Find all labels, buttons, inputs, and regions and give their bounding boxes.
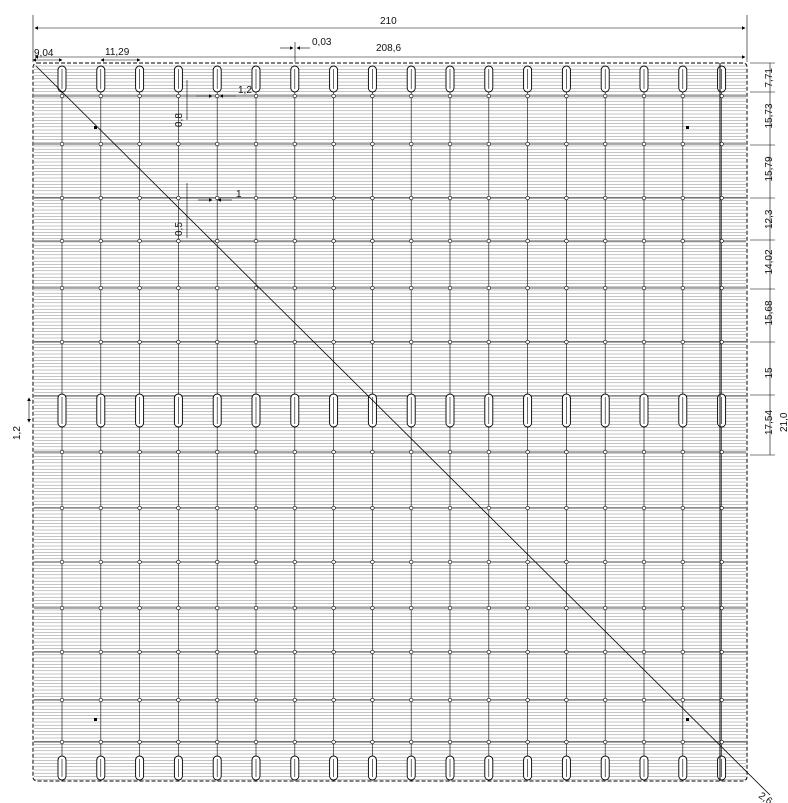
svg-text:0,5: 0,5 (174, 222, 185, 236)
right-dimension-label: 12,3 (764, 209, 775, 229)
slot (251, 65, 261, 93)
slot (290, 65, 300, 93)
slot (484, 393, 494, 428)
right-dimension-label: 15,79 (764, 156, 775, 181)
slot (329, 755, 339, 781)
dimension-pitch: 11,29 (100, 47, 141, 62)
slot (367, 393, 377, 428)
slot (251, 393, 261, 428)
svg-text:1,2: 1,2 (12, 426, 23, 440)
slot-row (57, 65, 727, 781)
slot (367, 65, 377, 93)
slot (329, 65, 339, 93)
slot (484, 65, 494, 93)
slot (445, 755, 455, 781)
right-dimension-label: 15,68 (764, 300, 775, 325)
svg-text:21,0: 21,0 (779, 412, 788, 432)
slot (523, 65, 533, 93)
svg-text:210: 210 (380, 16, 397, 27)
slot (212, 65, 222, 93)
marker-dot (686, 718, 689, 721)
svg-text:2,6: 2,6 (756, 790, 774, 803)
slot (173, 755, 183, 781)
dimension-gap: 0,03 (280, 37, 332, 62)
slot (561, 393, 571, 428)
slot (57, 755, 67, 781)
slot (639, 755, 649, 781)
right-dimension-label: 17,54 (764, 410, 775, 435)
slot (561, 755, 571, 781)
right-dimension-label: 14,02 (764, 249, 775, 274)
dimension-left-offset: 9,04 (32, 48, 63, 62)
dimension-feature-height-a: 0,8 (174, 80, 188, 127)
slot (600, 65, 610, 93)
slot (678, 755, 688, 781)
right-dimension-label: 15 (764, 367, 775, 379)
slot (173, 65, 183, 93)
slot (484, 755, 494, 781)
dimension-left-height: 1,2 (12, 397, 31, 440)
slot (639, 393, 649, 428)
slot (329, 393, 339, 428)
right-dimension-chain: 7,71 15,73 15,79 12,3 14,02 15,68 15 17,54 (750, 62, 775, 456)
slot (96, 65, 106, 93)
slot (406, 755, 416, 781)
svg-text:208,6: 208,6 (376, 43, 401, 54)
marker-dot (94, 718, 97, 721)
slot (212, 755, 222, 781)
svg-text:1,2: 1,2 (238, 85, 252, 96)
slot (57, 393, 67, 428)
dimension-slot-width: 1,2 (196, 85, 252, 98)
slot (523, 393, 533, 428)
slot (290, 393, 300, 428)
slot (212, 393, 222, 428)
slot (135, 393, 145, 428)
slot (600, 393, 610, 428)
dimension-inner-width: 208,6 (34, 43, 746, 59)
slot (717, 393, 727, 428)
dimension-feature-width: 1 (198, 189, 242, 202)
marker-dot (94, 126, 97, 129)
svg-text:0,03: 0,03 (312, 37, 332, 48)
slot (290, 755, 300, 781)
svg-text:0,8: 0,8 (174, 113, 185, 127)
diagonal-line (35, 65, 771, 796)
slot (57, 65, 67, 93)
slot (367, 755, 377, 781)
right-dimension-label: 7,71 (764, 68, 775, 88)
slot (406, 65, 416, 93)
slot (135, 65, 145, 93)
slot (678, 393, 688, 428)
dimension-corner: 2,6 (756, 790, 774, 803)
slot (561, 65, 571, 93)
slot (173, 393, 183, 428)
dimension-side-partial: 21,0 (779, 412, 788, 432)
plate-hatching (34, 65, 746, 780)
slot (523, 755, 533, 781)
slot (135, 755, 145, 781)
dimension-feature-height-b: 0,5 (174, 183, 188, 238)
marker-dot (686, 126, 689, 129)
slot (678, 65, 688, 93)
slot (445, 393, 455, 428)
slot (639, 65, 649, 93)
slot (600, 755, 610, 781)
svg-text:9,04: 9,04 (34, 48, 54, 59)
slot (445, 65, 455, 93)
slot (717, 65, 727, 93)
slot (251, 755, 261, 781)
slot (96, 393, 106, 428)
svg-text:1: 1 (236, 189, 242, 200)
slot (717, 755, 727, 781)
svg-text:11,29: 11,29 (105, 47, 130, 58)
dimension-total-width: 210 (32, 15, 748, 62)
slot (406, 393, 416, 428)
slot (96, 755, 106, 781)
right-dimension-label: 15,73 (764, 103, 775, 128)
